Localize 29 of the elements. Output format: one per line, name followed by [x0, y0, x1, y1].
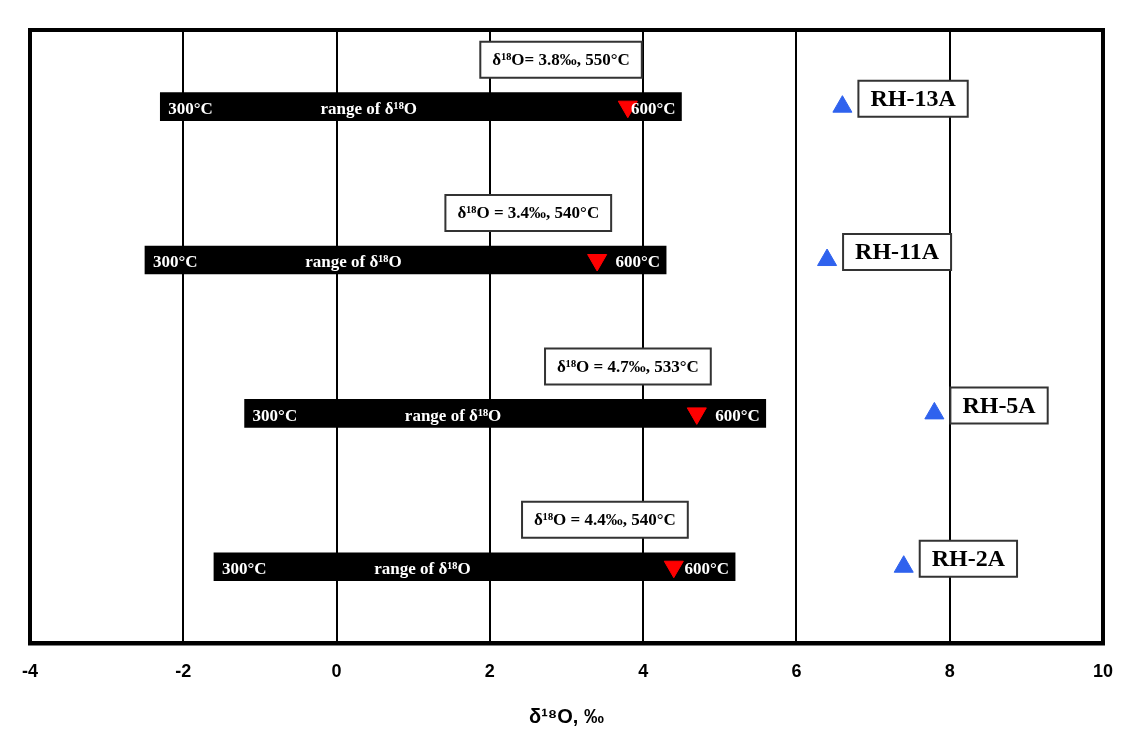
y-tick-label: RH-2A — [931, 544, 1006, 571]
x-tick-label: -4 — [21, 661, 39, 682]
annotation: 300°C — [152, 252, 198, 272]
x-axis-title: δ¹⁸O, ‰ — [529, 704, 604, 727]
annotation: range of δ¹⁸O — [305, 252, 402, 272]
x-tick-label: 2 — [484, 661, 495, 682]
y-tick-label: RH-13A — [870, 84, 957, 111]
x-tick-label: 10 — [1092, 661, 1113, 682]
annotation: 600°C — [630, 99, 676, 119]
x-tick-label: 6 — [791, 661, 802, 682]
annotation: 300°C — [252, 405, 298, 425]
annotation: range of δ¹⁸O — [320, 99, 417, 119]
data-label: δ¹⁸O = 4.7‰, 533°C — [557, 356, 699, 376]
y-tick-label: RH-11A — [855, 238, 940, 265]
data-label: δ¹⁸O = 4.4‰, 540°C — [534, 510, 676, 530]
x-tick-label: 8 — [944, 661, 955, 682]
x-tick-label: 0 — [331, 661, 342, 682]
annotation: 600°C — [615, 252, 661, 272]
x-tick-label: -2 — [175, 661, 192, 682]
annotation: 600°C — [684, 559, 730, 579]
annotation: 300°C — [221, 559, 267, 579]
data-label: δ¹⁸O= 3.8‰, 550°C — [492, 50, 630, 70]
annotation: range of δ¹⁸O — [404, 405, 502, 425]
x-tick-label: 4 — [638, 661, 649, 682]
annotation: 600°C — [715, 405, 760, 425]
data-label: δ¹⁸O = 3.4‰, 540°C — [457, 203, 600, 223]
annotation: range of δ¹⁸O — [374, 559, 471, 579]
annotation: 300°C — [168, 99, 213, 119]
y-tick-label: RH-5A — [962, 391, 1037, 418]
